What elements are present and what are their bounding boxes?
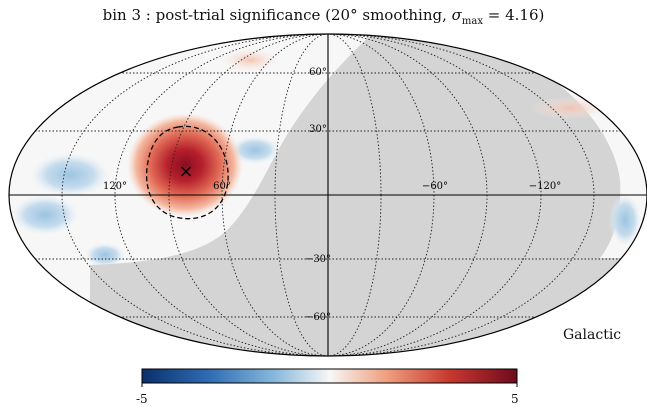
- colorbar-max-label: 5: [511, 392, 519, 406]
- title-sigma-sub: max: [461, 16, 483, 27]
- max-significance-marker: ×: [178, 161, 193, 182]
- plot-title: bin 3 : post-trial significance (20° smo…: [0, 6, 647, 27]
- parallel-label-60: 60°: [309, 67, 327, 78]
- cool-region-center: [230, 136, 280, 164]
- meridian-label-minus120: −120°: [529, 181, 561, 192]
- hotspot-region: [127, 113, 243, 217]
- cool-region-east-2: [609, 194, 641, 246]
- title-sigma: σ: [451, 6, 462, 24]
- parallel-label-minus60: −60°: [305, 312, 331, 323]
- cool-region-west: [30, 153, 110, 197]
- title-suffix: = 4.16): [482, 6, 545, 24]
- meridian-label-minus60: −60°: [422, 181, 448, 192]
- cool-region-south: [85, 243, 125, 267]
- title-prefix: bin 3 : post-trial significance (20° smo…: [102, 6, 452, 24]
- colorbar-min-label: -5: [136, 392, 148, 406]
- sky-outline: [8, 33, 647, 357]
- colorbar: [141, 368, 518, 384]
- warm-region-northeast-2: [530, 96, 610, 120]
- coordinate-frame-label: Galactic: [563, 327, 622, 343]
- unobserved-region: [90, 34, 647, 356]
- significance-contour: [145, 125, 229, 220]
- parallel-label-minus30: −30°: [305, 254, 331, 265]
- cool-region-southwest: [11, 195, 79, 235]
- parallel-label-30: 30°: [309, 124, 327, 135]
- meridian-label-60: 60°: [213, 181, 231, 192]
- meridian-label-120: 120°: [103, 181, 127, 192]
- warm-region-north: [220, 48, 280, 72]
